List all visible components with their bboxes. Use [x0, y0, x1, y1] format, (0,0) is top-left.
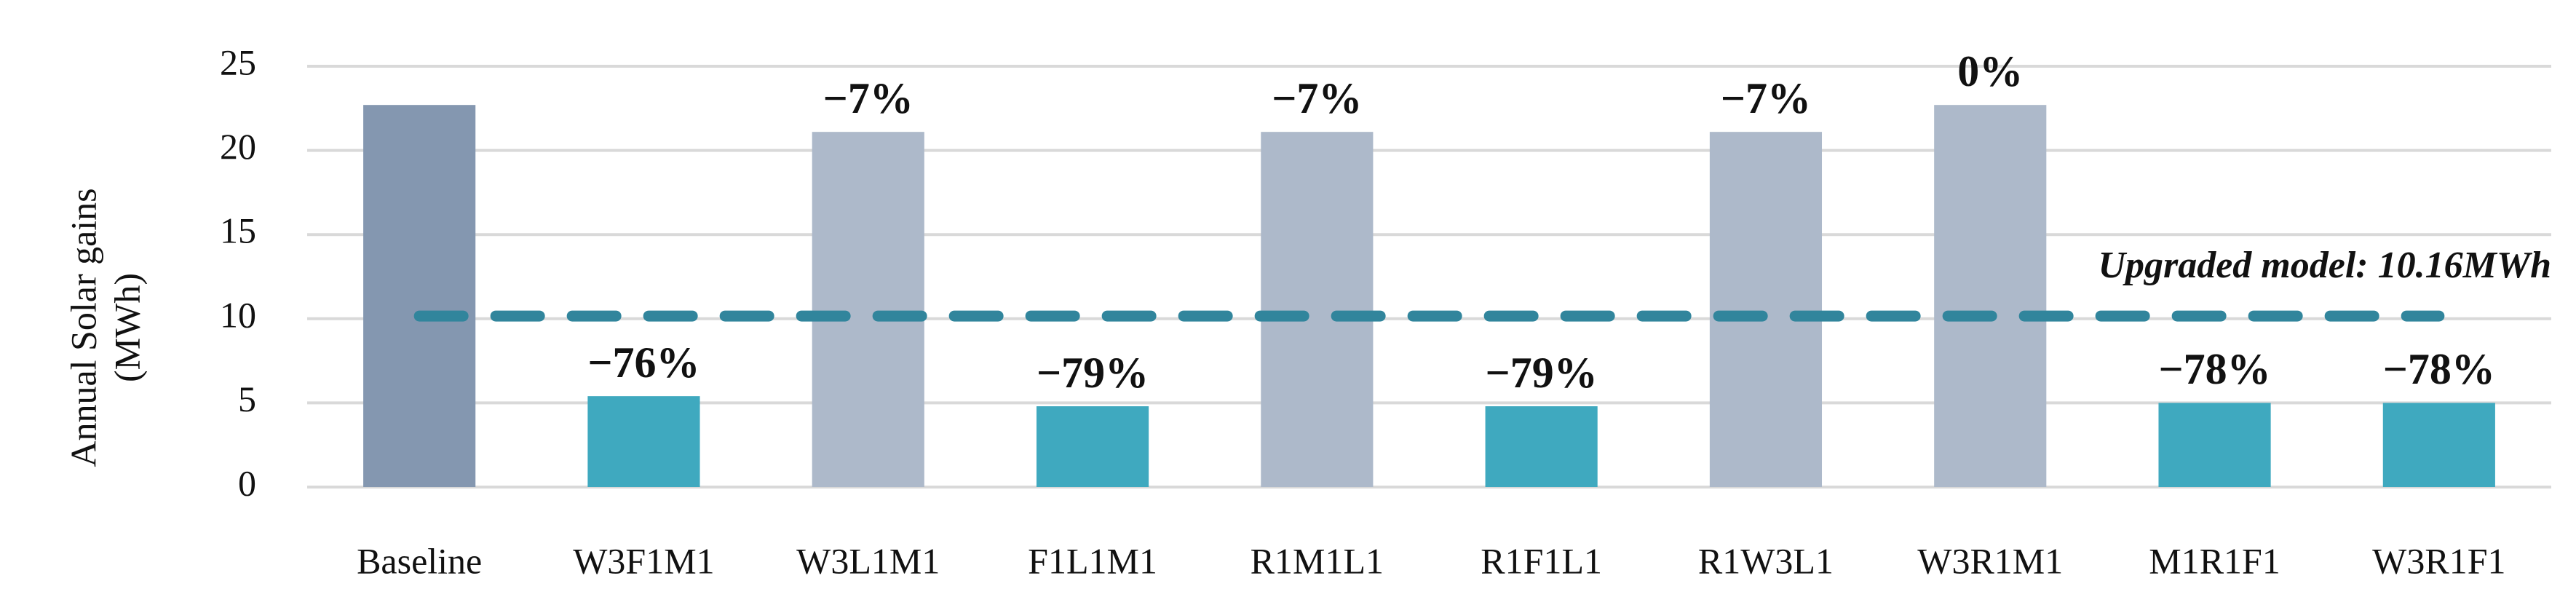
x-tick-label: W3R1F1: [2372, 540, 2505, 581]
y-tick-label: 10: [220, 294, 256, 335]
change-label: −7%: [823, 74, 914, 122]
bar: [2158, 403, 2271, 487]
x-tick-label: Baseline: [357, 540, 482, 581]
x-tick-label: W3L1M1: [796, 540, 940, 581]
y-tick-label: 15: [220, 210, 256, 251]
change-label: −78%: [2158, 345, 2270, 393]
change-label: −7%: [1721, 74, 1811, 122]
y-tick-label: 25: [220, 41, 256, 82]
change-label: −79%: [1486, 349, 1598, 397]
x-tick-label: W3R1M1: [1917, 540, 2063, 581]
y-axis-label: (MWh): [106, 273, 147, 382]
y-axis-label: Annual Solar gains: [63, 188, 103, 467]
bar: [587, 396, 700, 487]
x-tick-label: R1F1L1: [1481, 540, 1602, 581]
change-label: −78%: [2383, 345, 2495, 393]
bar: [363, 105, 476, 487]
x-tick-label: R1W3L1: [1698, 540, 1834, 581]
reference-label: Upgraded model: 10.16MWh: [2098, 245, 2551, 286]
change-label: 0%: [1957, 47, 2023, 95]
x-tick-label: F1L1M1: [1028, 540, 1157, 581]
y-tick-label: 5: [238, 379, 256, 419]
bar: [1036, 406, 1149, 487]
y-tick-label: 20: [220, 126, 256, 167]
bar: [1934, 105, 2047, 487]
bar: [1261, 132, 1374, 487]
change-label: −7%: [1272, 74, 1362, 122]
bar: [1485, 406, 1598, 487]
x-tick-label: R1M1L1: [1251, 540, 1384, 581]
bar: [2382, 403, 2495, 487]
change-label: −76%: [587, 339, 700, 387]
change-label: −79%: [1037, 349, 1149, 397]
y-tick-label: 0: [238, 462, 256, 503]
bar: [1709, 132, 1823, 487]
x-tick-label: M1R1F1: [2149, 540, 2280, 581]
bar: [812, 132, 924, 487]
x-tick-label: W3F1M1: [573, 540, 714, 581]
